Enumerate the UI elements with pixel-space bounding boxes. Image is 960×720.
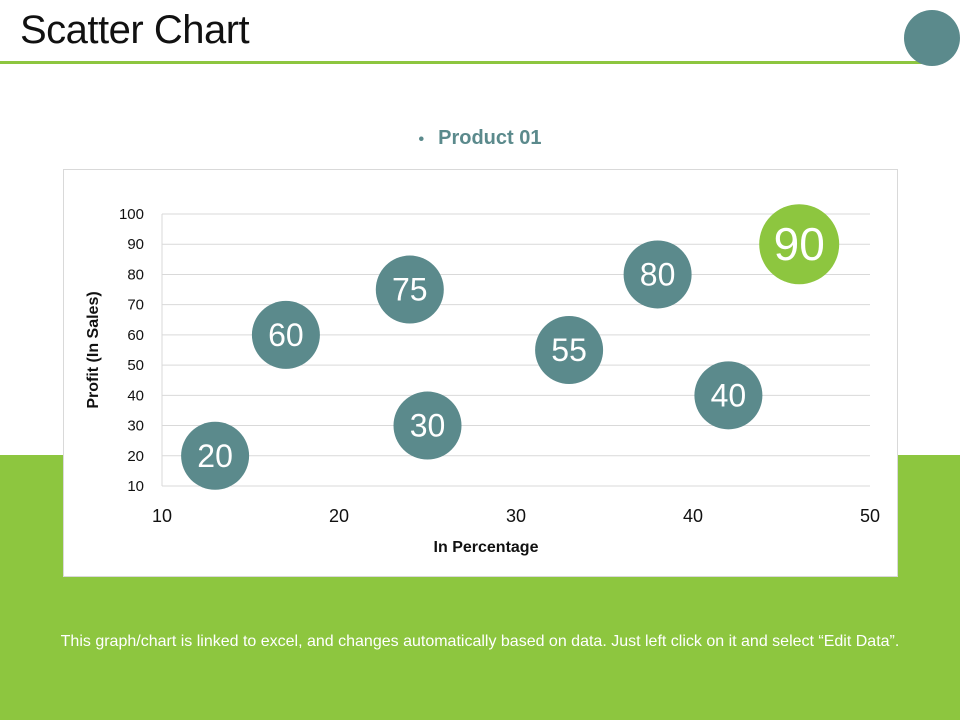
x-tick-label: 50 xyxy=(860,506,880,526)
data-point xyxy=(181,421,250,490)
data-point xyxy=(759,204,840,285)
data-point xyxy=(535,316,604,384)
x-tick-label: 10 xyxy=(152,506,172,526)
data-point xyxy=(623,240,692,309)
scatter-chart: 10 20 30 40 50 60 70 80 90 100 10 20 30 40 50 In Percen… xyxy=(85,204,880,556)
y-tick-label: 80 xyxy=(127,266,144,283)
data-label: 80 xyxy=(640,256,676,292)
y-tick-label: 30 xyxy=(127,418,144,435)
x-axis-title: In Percentage xyxy=(434,539,539,556)
data-label: 55 xyxy=(551,332,587,368)
title-divider xyxy=(0,61,922,64)
y-axis-title: Profit (In Sales) xyxy=(85,291,102,408)
corner-decoration-circle xyxy=(904,10,960,66)
y-tick-label: 90 xyxy=(127,236,144,253)
data-point xyxy=(393,391,462,460)
y-tick-label: 40 xyxy=(127,387,144,404)
data-label: 60 xyxy=(268,317,304,353)
y-tick-label: 60 xyxy=(127,327,144,344)
legend-label: Product 01 xyxy=(438,127,542,149)
y-tick-label: 70 xyxy=(127,297,144,314)
data-point xyxy=(251,300,320,369)
legend-bullet-icon: • xyxy=(418,131,425,148)
y-tick-label: 10 xyxy=(127,478,144,495)
data-label: 75 xyxy=(392,272,428,308)
x-tick-label: 40 xyxy=(683,506,703,526)
data-label: 20 xyxy=(197,438,233,474)
y-tick-label: 20 xyxy=(127,448,144,465)
x-tick-label: 30 xyxy=(506,506,526,526)
x-tick-label: 20 xyxy=(329,506,349,526)
chart-area[interactable]: 10 20 30 40 50 60 70 80 90 100 10 20 30 40 50 In Percen… xyxy=(63,169,898,577)
data-label: 30 xyxy=(410,408,446,444)
data-point xyxy=(694,361,763,430)
footer-note: This graph/chart is linked to excel, and… xyxy=(60,633,900,650)
data-label: 40 xyxy=(711,377,747,413)
y-tick-label: 50 xyxy=(127,357,144,374)
data-label: 90 xyxy=(774,218,825,270)
y-tick-label: 100 xyxy=(119,206,144,223)
chart-legend: • Product 01 xyxy=(0,127,960,150)
data-point xyxy=(375,255,444,324)
slide-title: Scatter Chart xyxy=(20,8,250,52)
